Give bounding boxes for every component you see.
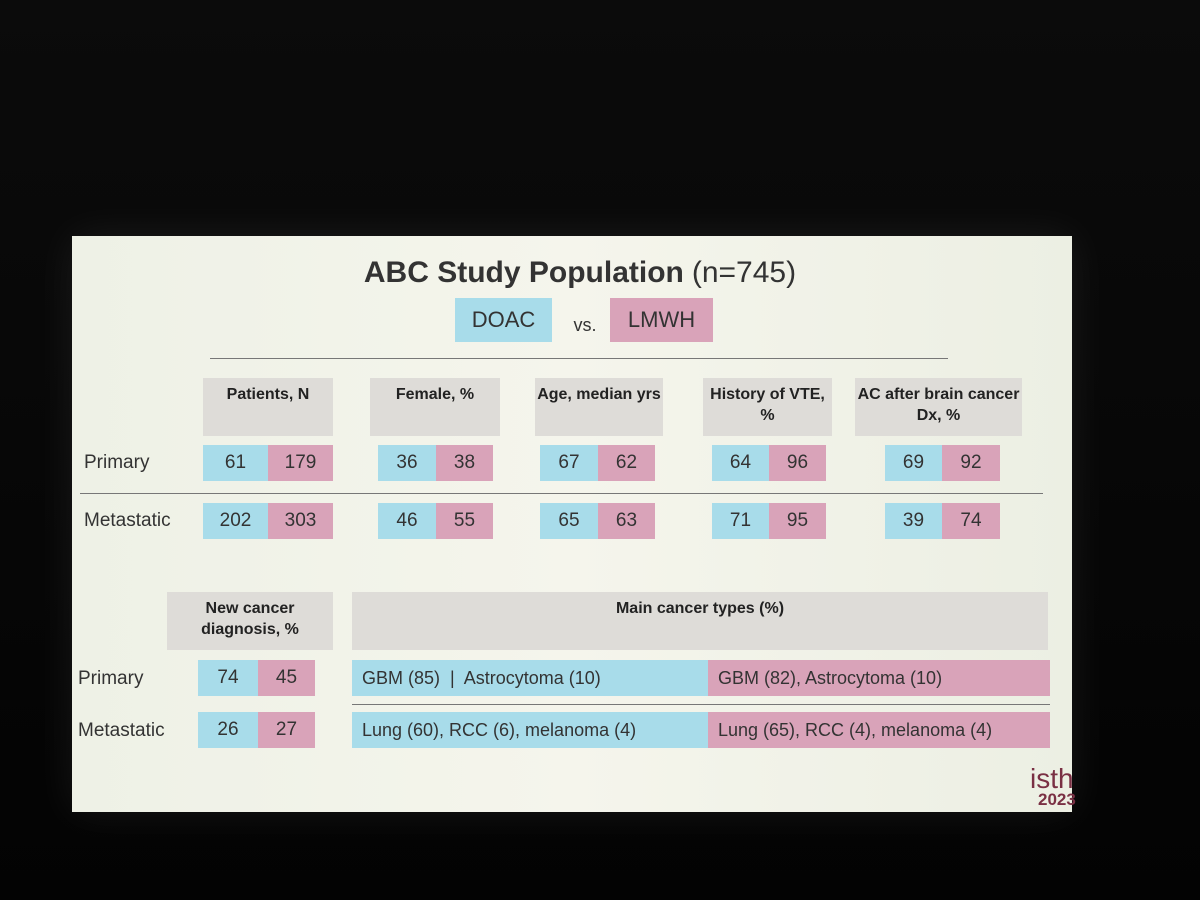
doac-cell: 36 xyxy=(378,445,436,481)
legend-vs: vs. xyxy=(573,314,597,335)
doac-cell: 67 xyxy=(540,445,598,481)
lmwh-types: GBM (82), Astrocytoma (10) xyxy=(708,660,1050,696)
row-separator xyxy=(80,493,1043,494)
row-label: Primary xyxy=(78,668,144,689)
column-header: AC after brain cancer Dx, % xyxy=(855,378,1022,436)
lmwh-cell: 27 xyxy=(258,712,315,748)
logo-text: isth xyxy=(1030,763,1074,794)
divider xyxy=(210,358,948,359)
doac-cell: 64 xyxy=(712,445,769,481)
row-label: Metastatic xyxy=(78,720,165,741)
column-header: New cancer diagnosis, % xyxy=(167,592,333,650)
lmwh-types: Lung (65), RCC (4), melanoma (4) xyxy=(708,712,1050,748)
title-text: ABC Study Population xyxy=(363,256,684,289)
doac-cell: 69 xyxy=(885,445,942,481)
doac-types: Lung (60), RCC (6), melanoma (4) xyxy=(352,712,708,748)
lmwh-cell: 303 xyxy=(268,503,333,539)
title: ABC Study Population (n=745) xyxy=(300,256,860,290)
logo-year: 2023 xyxy=(1038,790,1076,809)
doac-cell: 39 xyxy=(885,503,942,539)
doac-cell: 74 xyxy=(198,660,258,696)
lmwh-cell: 95 xyxy=(769,503,826,539)
doac-cell: 61 xyxy=(203,445,268,481)
column-header: Main cancer types (%) xyxy=(352,592,1048,650)
lmwh-cell: 74 xyxy=(942,503,1000,539)
title-n: (n=745) xyxy=(691,256,797,289)
row-label: Metastatic xyxy=(84,510,171,531)
column-header: Patients, N xyxy=(203,378,333,436)
doac-cell: 65 xyxy=(540,503,598,539)
lmwh-cell: 55 xyxy=(436,503,493,539)
lmwh-cell: 62 xyxy=(598,445,655,481)
row-label: Primary xyxy=(84,452,150,473)
lmwh-cell: 96 xyxy=(769,445,826,481)
doac-types: GBM (85) | Astrocytoma (10) xyxy=(352,660,708,696)
column-header: Female, % xyxy=(370,378,500,436)
lmwh-cell: 63 xyxy=(598,503,655,539)
doac-cell: 46 xyxy=(378,503,436,539)
column-header: History of VTE, % xyxy=(703,378,832,436)
doac-cell: 26 xyxy=(198,712,258,748)
doac-cell: 71 xyxy=(712,503,769,539)
legend-lmwh: LMWH xyxy=(610,298,713,342)
lmwh-cell: 38 xyxy=(436,445,493,481)
lmwh-cell: 179 xyxy=(268,445,333,481)
legend-doac: DOAC xyxy=(455,298,552,342)
row-separator xyxy=(352,704,1050,705)
doac-cell: 202 xyxy=(203,503,268,539)
lmwh-cell: 45 xyxy=(258,660,315,696)
lmwh-cell: 92 xyxy=(942,445,1000,481)
column-header: Age, median yrs xyxy=(535,378,663,436)
